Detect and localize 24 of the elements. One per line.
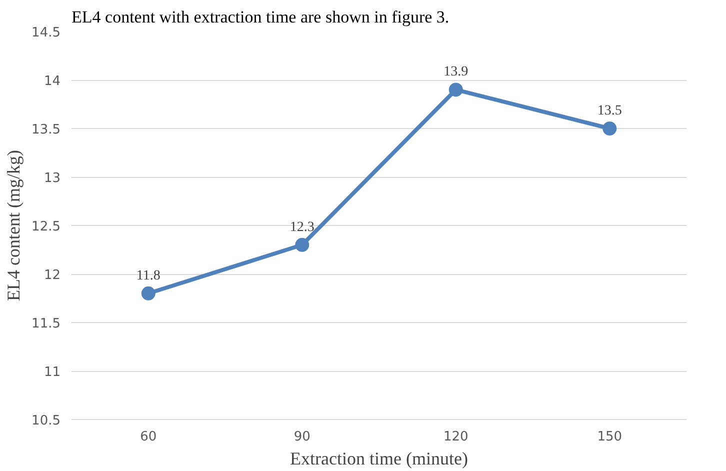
data-label: 11.8 [136, 268, 160, 284]
y-tick-label: 10.5 [32, 414, 61, 428]
y-tick-label: 14.5 [32, 26, 61, 40]
y-tick-label: 13 [44, 171, 61, 186]
point [448, 82, 463, 97]
y-tick-label: 14 [44, 74, 61, 89]
point [602, 122, 617, 136]
y-tick-label: 13.5 [32, 122, 61, 138]
data-label: 13.5 [597, 104, 622, 118]
x-tick-label: 90 [294, 430, 310, 444]
y-tick-label: 11.5 [32, 316, 61, 332]
y-tick-label: 12.5 [32, 220, 61, 234]
y-tick-label: 12 [44, 268, 61, 283]
y-tick-label: 11 [44, 365, 61, 380]
point [295, 238, 310, 252]
x-tick-label: 150 [597, 430, 622, 444]
point [141, 286, 156, 300]
y-axis-title: EL4 content (mg/kg) [4, 150, 24, 301]
x-tick-label: 60 [140, 430, 157, 444]
x-tick-label: 120 [443, 430, 468, 444]
text: EL4 content with extraction time are shown in figure 3. [72, 8, 450, 26]
data-label: 12.3 [290, 220, 314, 235]
x-axis-title: Extraction time (minute) [290, 448, 468, 468]
data-label: 13.9 [444, 64, 468, 80]
